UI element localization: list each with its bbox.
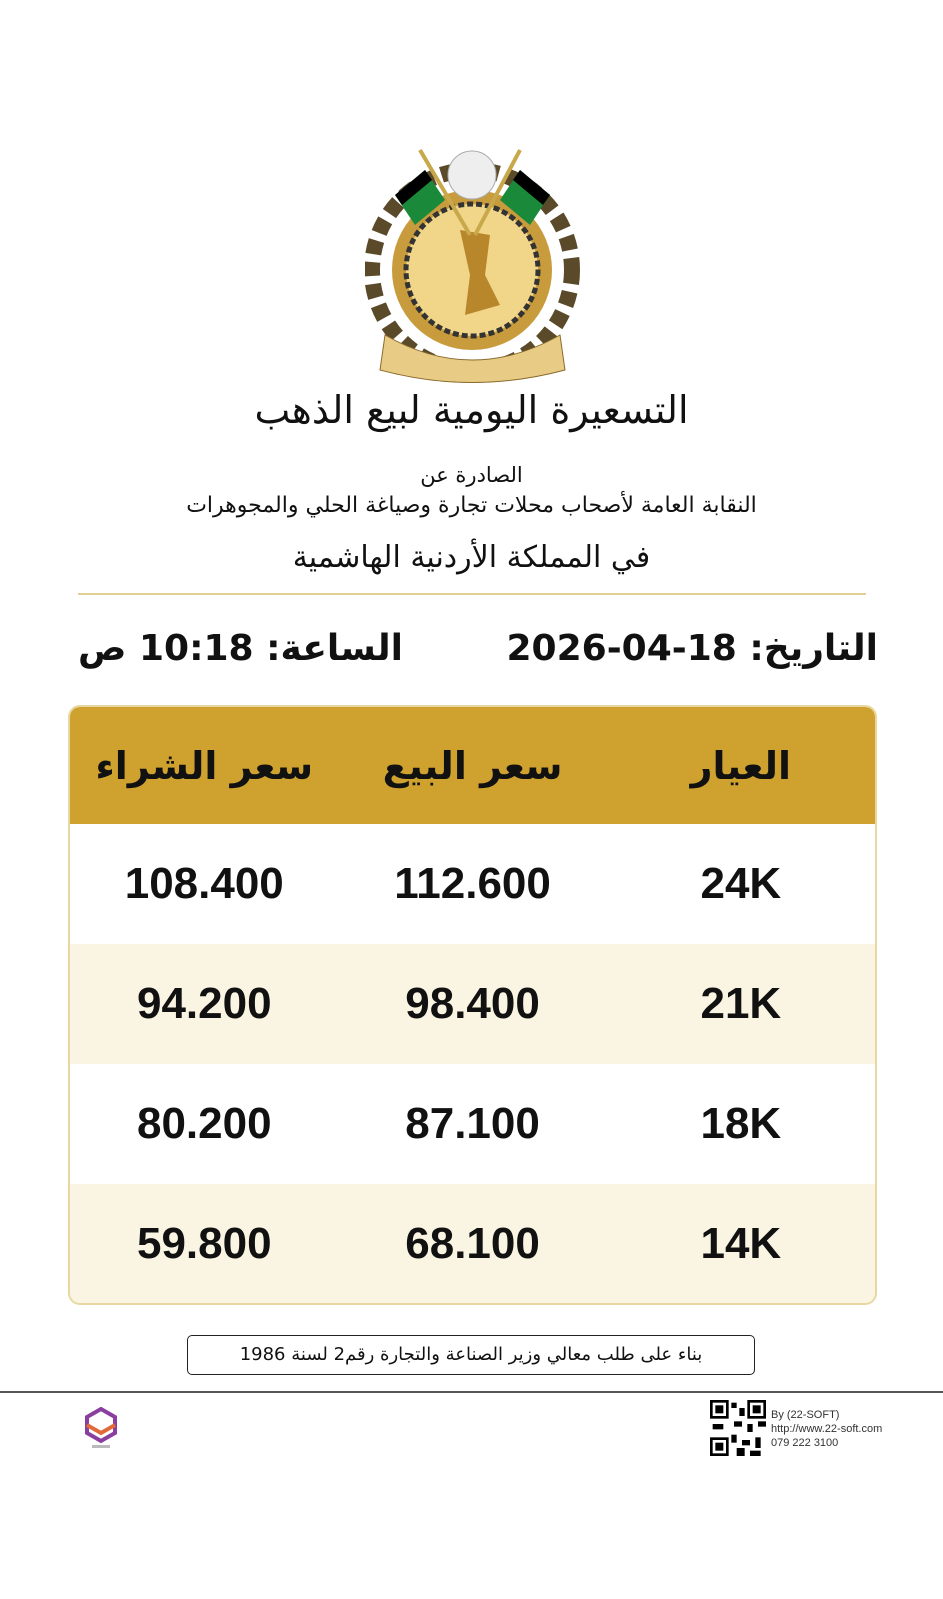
- qr-code-icon[interactable]: [710, 1400, 766, 1456]
- header-karat: العيار: [690, 743, 792, 788]
- sell-cell: 68.100: [405, 1219, 540, 1268]
- issued-by-label: الصادرة عن: [420, 463, 523, 487]
- table-row: 14K 68.100 59.800: [70, 1184, 875, 1303]
- page-title: التسعيرة اليومية لبيع الذهب: [254, 388, 689, 432]
- credits: By (22-SOFT) http://www.22-soft.com 079 …: [771, 1408, 882, 1450]
- divider: [78, 593, 866, 595]
- karat-cell: 14K: [700, 1219, 782, 1268]
- kingdom-name: في المملكة الأردنية الهاشمية: [292, 540, 651, 575]
- ministry-note: بناء على طلب معالي وزير الصناعة والتجارة…: [187, 1335, 755, 1375]
- price-table: العيار سعر البيع سعر الشراء 24K 112.600 …: [68, 705, 877, 1305]
- header-buy: سعر الشراء: [95, 743, 314, 788]
- karat-cell: 21K: [700, 979, 782, 1028]
- sell-cell: 112.600: [394, 859, 551, 908]
- footer-divider: [0, 1391, 943, 1393]
- sell-cell: 87.100: [405, 1099, 540, 1148]
- brand-logo-icon: [85, 1407, 117, 1448]
- credits-by: By (22-SOFT): [771, 1409, 840, 1421]
- karat-cell: 18K: [700, 1099, 782, 1148]
- table-row: 18K 87.100 80.200: [70, 1064, 875, 1184]
- union-name: النقابة العامة لأصحاب محلات تجارة وصياغة…: [186, 493, 757, 518]
- table-row: 21K 98.400 94.200: [70, 944, 875, 1064]
- sell-cell: 98.400: [405, 979, 540, 1028]
- credits-phone: 079 222 3100: [771, 1437, 839, 1449]
- buy-cell: 59.800: [136, 1219, 272, 1268]
- table-header: العيار سعر البيع سعر الشراء: [70, 707, 875, 824]
- buy-cell: 108.400: [124, 859, 284, 908]
- header-sell: سعر البيع: [382, 743, 563, 788]
- date-label: التاريخ: 18-04-2026: [506, 628, 878, 669]
- time-label: الساعة: 10:18 ص: [78, 628, 403, 669]
- union-logo: [365, 148, 580, 383]
- buy-cell: 80.200: [136, 1099, 272, 1148]
- karat-cell: 24K: [700, 859, 782, 908]
- credits-url[interactable]: http://www.22-soft.com: [771, 1423, 883, 1435]
- buy-cell: 94.200: [136, 979, 272, 1028]
- table-row: 24K 112.600 108.400: [70, 824, 875, 944]
